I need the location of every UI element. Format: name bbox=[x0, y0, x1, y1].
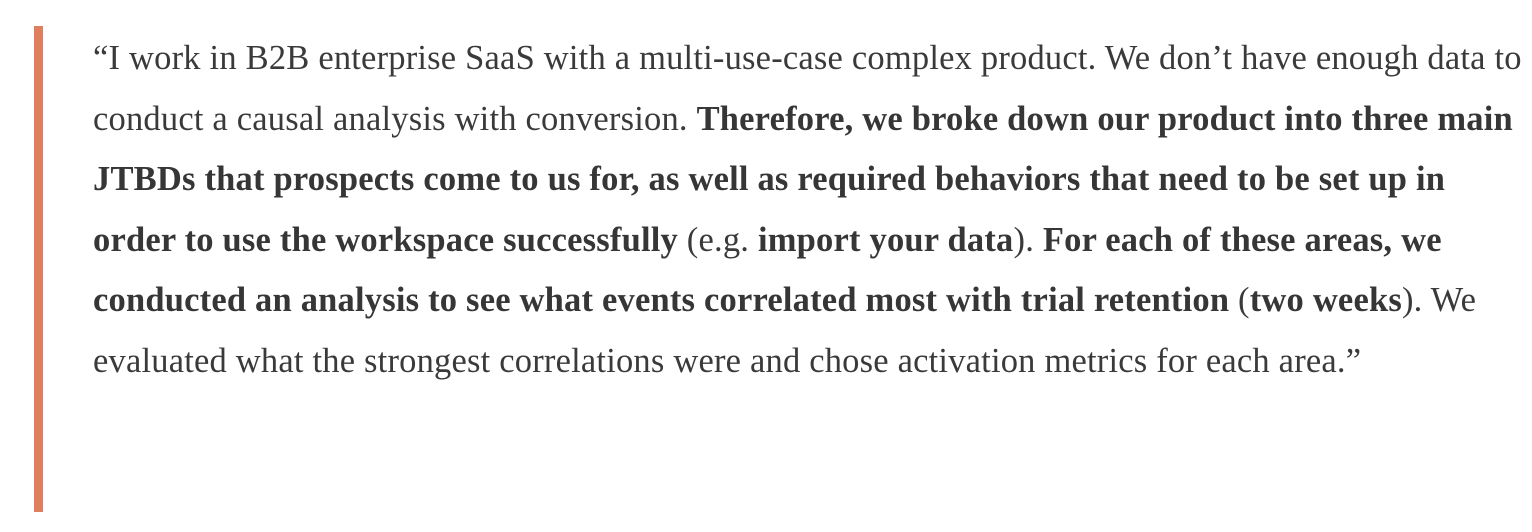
quote-bold-segment: Therefore, we broke down our product int… bbox=[93, 99, 1513, 259]
quote-text-segment: “I work in B2B enterprise SaaS with a mu… bbox=[93, 39, 1522, 138]
quote-text-segment: ). bbox=[1013, 220, 1043, 259]
quote-bold-segment: For each of these areas, we conducted an… bbox=[93, 220, 1442, 320]
blockquote: “I work in B2B enterprise SaaS with a mu… bbox=[34, 26, 1532, 512]
quote-paragraph: “I work in B2B enterprise SaaS with a mu… bbox=[93, 28, 1532, 391]
quote-bold-segment: two weeks bbox=[1249, 281, 1402, 319]
quote-text-segment: ( bbox=[1229, 281, 1250, 319]
quote-text-segment: ). We evaluated what the strongest corre… bbox=[93, 281, 1477, 380]
quote-bold-segment: import your data bbox=[757, 220, 1014, 259]
quote-text-segment: (e.g. bbox=[677, 220, 758, 259]
